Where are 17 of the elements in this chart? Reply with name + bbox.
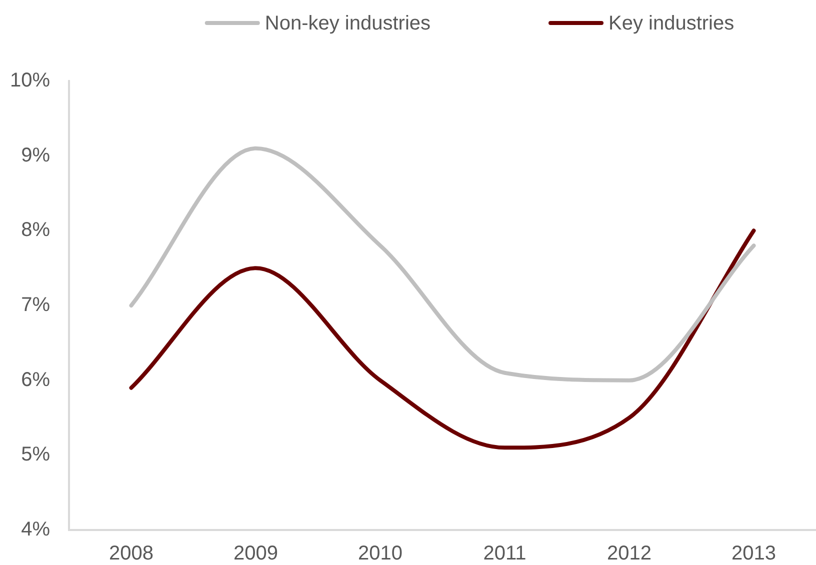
legend-label: Key industries xyxy=(608,12,734,35)
x-tick-label: 2008 xyxy=(109,542,154,565)
x-tick-label: 2010 xyxy=(358,542,402,565)
y-tick-label: 10% xyxy=(10,70,50,92)
legend-label: Non-key industries xyxy=(264,12,431,35)
y-tick-label: 5% xyxy=(21,444,50,466)
y-tick-label: 6% xyxy=(21,368,50,391)
line-series xyxy=(129,228,756,450)
x-tick-label: 2012 xyxy=(607,542,652,565)
x-tick-label: 2013 xyxy=(732,542,776,565)
y-tick-label: 4% xyxy=(21,518,50,541)
y-tick-label: 7% xyxy=(21,294,50,316)
x-tick-label: 2011 xyxy=(483,542,526,565)
y-tick-label: 8% xyxy=(21,219,50,242)
line-series xyxy=(129,146,756,382)
x-tick-label: 2009 xyxy=(234,542,278,565)
y-tick-label: 9% xyxy=(21,144,50,166)
